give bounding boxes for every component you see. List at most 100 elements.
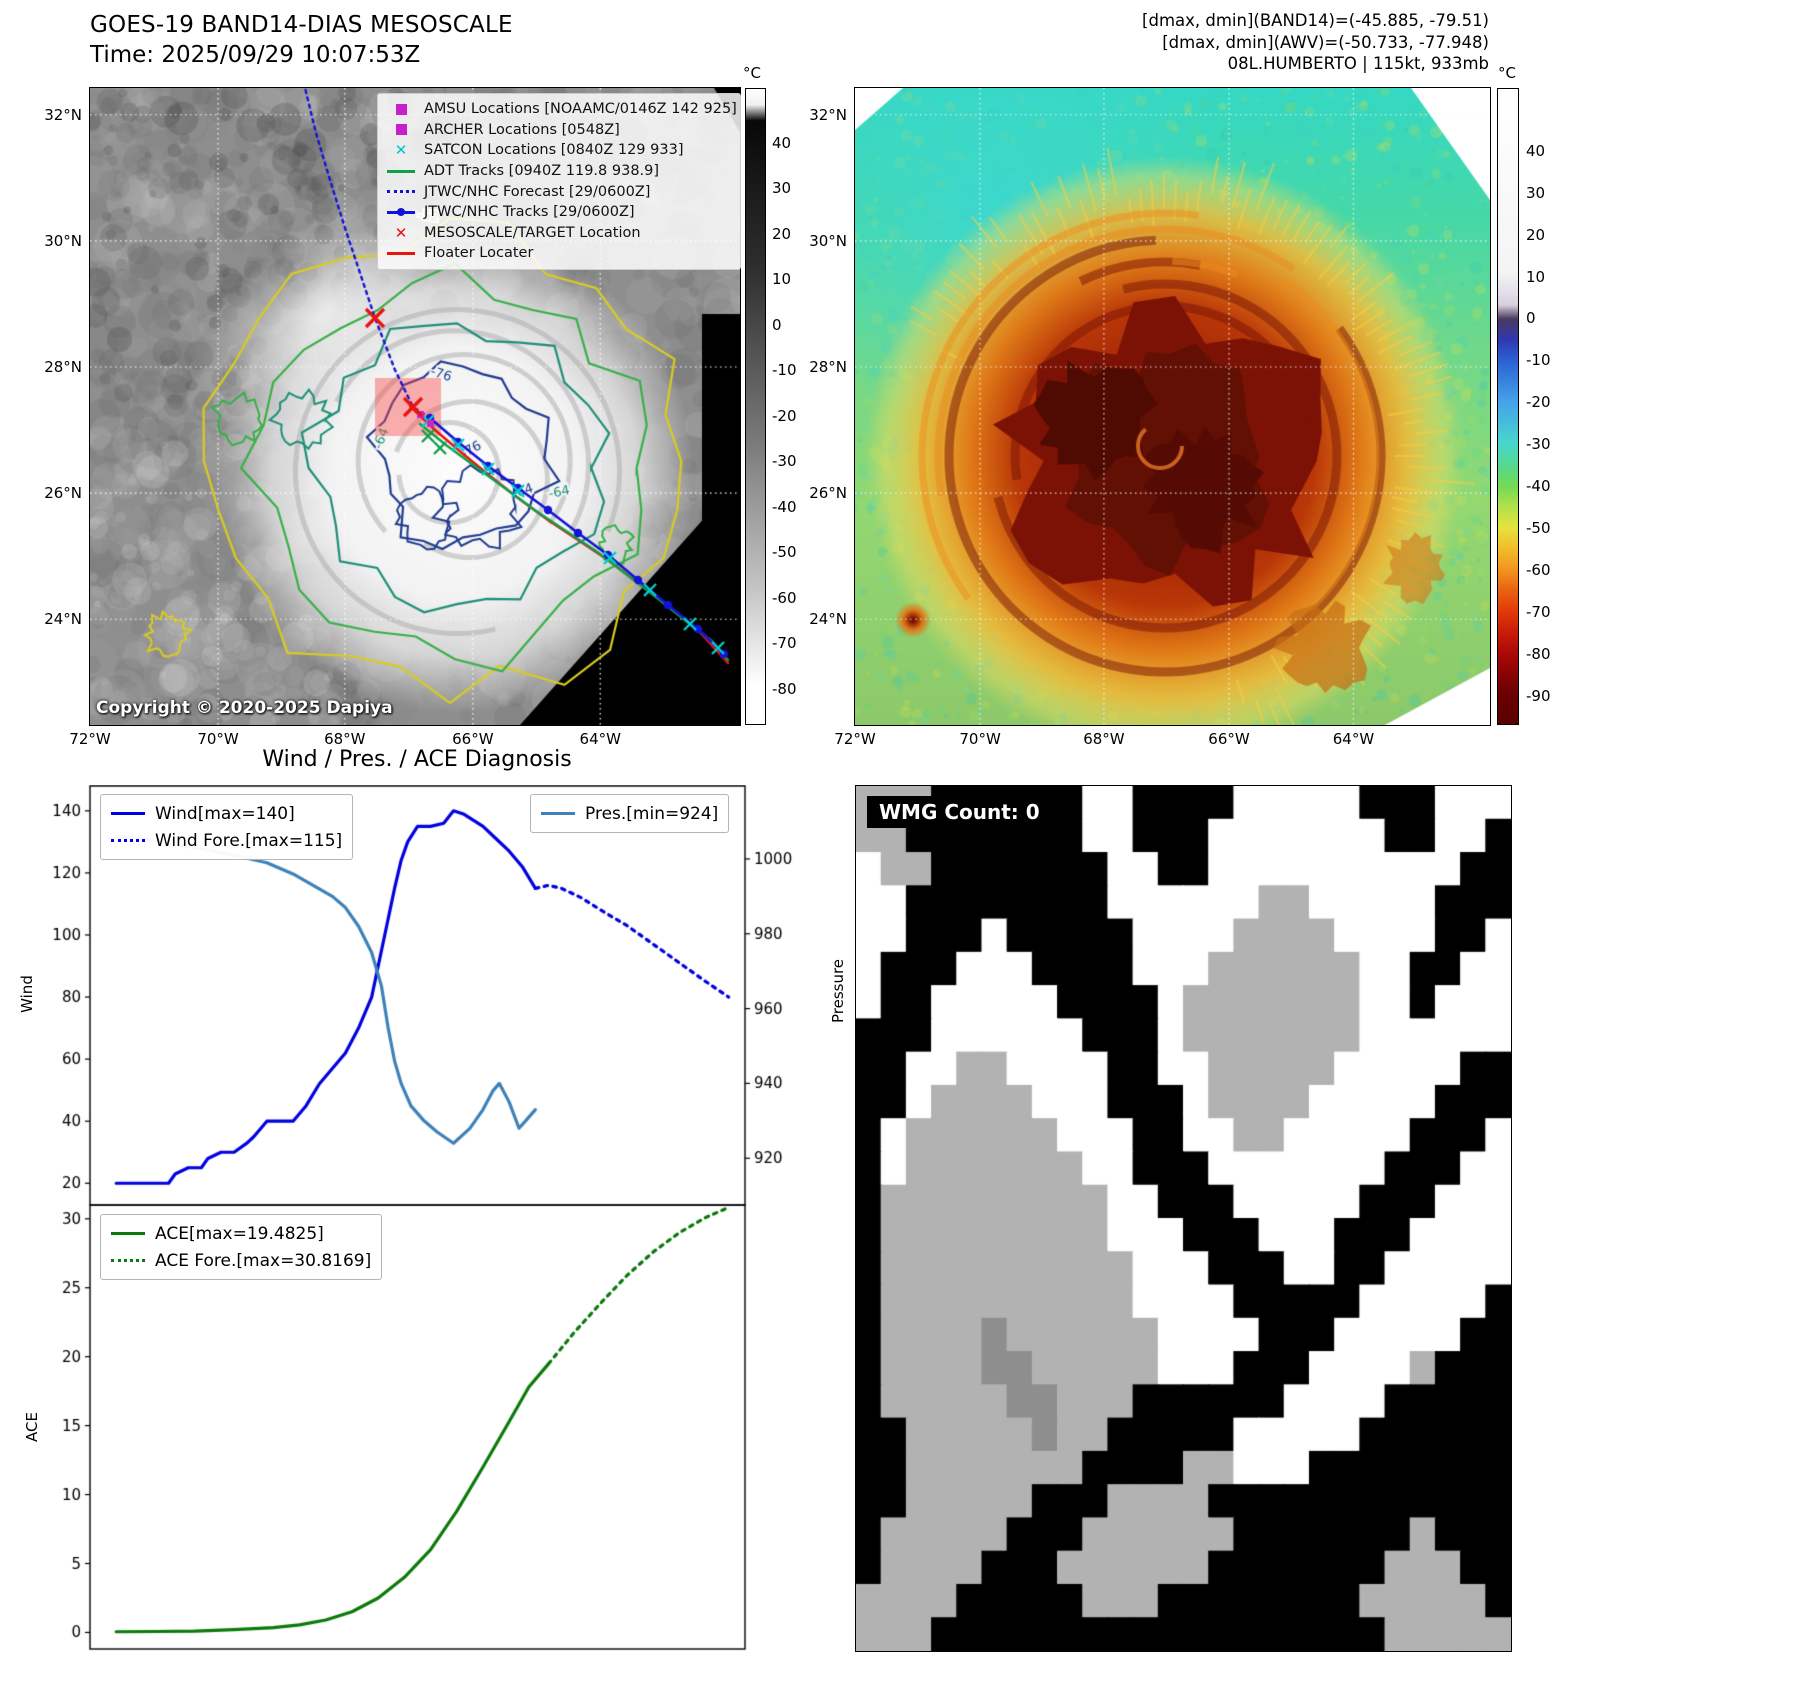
wind-fore-legend-label: Wind Fore.[max=115] bbox=[155, 830, 343, 851]
x-marker-icon: ✕ bbox=[394, 141, 408, 160]
awv-colorbar-tick: 40 bbox=[1526, 141, 1546, 160]
legend-item: JTWC/NHC Forecast [29/0600Z] bbox=[386, 181, 732, 202]
line-marker-icon bbox=[386, 163, 416, 179]
square-marker-icon bbox=[386, 122, 416, 138]
awv-colorbar-tick: -90 bbox=[1526, 686, 1551, 705]
legend-item-label: JTWC/NHC Forecast [29/0600Z] bbox=[424, 183, 651, 200]
legend-item-label: SATCON Locations [0840Z 129 933] bbox=[424, 142, 684, 159]
wind-legend: Wind[max=140] Wind Fore.[max=115] bbox=[100, 794, 354, 860]
band14-lat-tick: 26°N bbox=[44, 484, 82, 503]
ace-fore-legend-label: ACE Fore.[max=30.8169] bbox=[155, 1250, 372, 1271]
awv-colorbar-tick: -80 bbox=[1526, 644, 1551, 663]
pressure-legend-label: Pres.[min=924] bbox=[585, 803, 719, 824]
wmg-count-map bbox=[855, 785, 1512, 1652]
awv-header-block: [dmax, dmin](BAND14)=(-45.885, -79.51) [… bbox=[855, 10, 1489, 75]
wind-fore-legend-row: Wind Fore.[max=115] bbox=[111, 827, 342, 854]
ace-line-icon bbox=[111, 1232, 145, 1235]
band14-colorbar-tick: -50 bbox=[772, 543, 797, 562]
wind-legend-row: Wind[max=140] bbox=[111, 800, 342, 827]
ace-legend: ACE[max=19.4825] ACE Fore.[max=30.8169] bbox=[100, 1214, 383, 1280]
awv-colorbar-tick: -50 bbox=[1526, 519, 1551, 538]
awv-colorbar-tick: 0 bbox=[1526, 309, 1536, 328]
awv-lon-tick: 70°W bbox=[959, 730, 1001, 748]
ace-fore-dotted-line-icon bbox=[111, 1259, 145, 1262]
legend-item: ✕ SATCON Locations [0840Z 129 933] bbox=[386, 140, 732, 161]
band14-colorbar-tick: 20 bbox=[772, 224, 792, 243]
copyright-watermark: Copyright © 2020-2025 Dapiya bbox=[96, 698, 393, 718]
awv-colorbar bbox=[1497, 88, 1519, 725]
band14-colorbar-tick: -80 bbox=[772, 679, 797, 698]
band14-lon-tick: 64°W bbox=[579, 730, 621, 748]
awv-dmax-dmin-text: [dmax, dmin](AWV)=(-50.733, -77.948) bbox=[1162, 32, 1489, 52]
awv-colorbar-tick: -10 bbox=[1526, 351, 1551, 370]
awv-colorbar-unit: °C bbox=[1498, 64, 1516, 82]
legend-item-label: Floater Locater bbox=[424, 245, 534, 262]
legend-item-label: ARCHER Locations [0548Z] bbox=[424, 121, 620, 138]
awv-colorbar-tick: 20 bbox=[1526, 225, 1546, 244]
band14-colorbar-tick: -20 bbox=[772, 406, 797, 425]
legend-item-label: JTWC/NHC Tracks [29/0600Z] bbox=[424, 204, 635, 221]
band14-colorbar-tick: 10 bbox=[772, 270, 792, 289]
band14-colorbar-tick: 30 bbox=[772, 179, 792, 198]
awv-lat-tick: 26°N bbox=[809, 484, 847, 503]
legend-item: ✕ MESOSCALE/TARGET Location bbox=[386, 223, 732, 244]
x-marker-icon: ✕ bbox=[394, 223, 408, 242]
band14-lon-tick: 68°W bbox=[324, 730, 366, 748]
band14-colorbar-unit: °C bbox=[743, 64, 761, 82]
band14-lon-tick: 66°W bbox=[452, 730, 494, 748]
band14-lon-tick: 72°W bbox=[69, 730, 111, 748]
ace-axis-label: ACE bbox=[23, 1412, 41, 1442]
awv-colorbar-tick: -70 bbox=[1526, 602, 1551, 621]
line-dot-marker-icon bbox=[386, 204, 416, 220]
legend-item: JTWC/NHC Tracks [29/0600Z] bbox=[386, 202, 732, 223]
ace-legend-row: ACE[max=19.4825] bbox=[111, 1220, 371, 1247]
wmg-count-label: WMG Count: 0 bbox=[867, 796, 1052, 828]
band14-lat-tick: 24°N bbox=[44, 610, 82, 629]
legend-item-label: AMSU Locations [NOAAMC/0146Z 142 925] bbox=[424, 101, 737, 118]
awv-lon-tick: 68°W bbox=[1083, 730, 1125, 748]
band14-lon-tick: 70°W bbox=[197, 730, 239, 748]
storm-name-intensity-text: 08L.HUMBERTO | 115kt, 933mb bbox=[1227, 54, 1489, 73]
awv-lat-tick: 32°N bbox=[809, 105, 847, 124]
wind-fore-dotted-line-icon bbox=[111, 839, 145, 842]
awv-satellite-map bbox=[855, 88, 1490, 725]
pressure-line-icon bbox=[541, 812, 575, 815]
wind-axis-label: Wind bbox=[18, 975, 36, 1013]
diagnosis-title: Wind / Pres. / ACE Diagnosis bbox=[262, 747, 572, 772]
legend-item-label: ADT Tracks [0940Z 119.8 938.9] bbox=[424, 163, 660, 180]
awv-lon-tick: 72°W bbox=[834, 730, 876, 748]
awv-lat-tick: 30°N bbox=[809, 231, 847, 250]
band14-colorbar-tick: -30 bbox=[772, 452, 797, 471]
band14-timestamp: Time: 2025/09/29 10:07:53Z bbox=[90, 42, 421, 68]
pressure-legend: Pres.[min=924] bbox=[530, 794, 730, 833]
band14-lat-tick: 32°N bbox=[44, 105, 82, 124]
dotted-marker-icon bbox=[386, 184, 416, 200]
band14-colorbar-tick: -60 bbox=[772, 588, 797, 607]
wind-line-icon bbox=[111, 812, 145, 815]
legend-item: ADT Tracks [0940Z 119.8 938.9] bbox=[386, 161, 732, 182]
legend-item-label: MESOSCALE/TARGET Location bbox=[424, 224, 641, 241]
band14-colorbar-tick: -10 bbox=[772, 361, 797, 380]
band14-colorbar-tick: -70 bbox=[772, 634, 797, 653]
pressure-axis-label: Pressure bbox=[829, 958, 847, 1024]
awv-colorbar-tick: 30 bbox=[1526, 183, 1546, 202]
awv-colorbar-tick: -60 bbox=[1526, 560, 1551, 579]
band14-lat-tick: 30°N bbox=[44, 231, 82, 250]
awv-lon-tick: 64°W bbox=[1332, 730, 1375, 748]
square-marker-icon bbox=[386, 101, 416, 117]
legend-item: AMSU Locations [NOAAMC/0146Z 142 925] bbox=[386, 99, 737, 120]
band14-lat-tick: 28°N bbox=[44, 358, 82, 376]
wind-legend-label: Wind[max=140] bbox=[155, 803, 295, 824]
awv-lat-tick: 24°N bbox=[809, 610, 847, 629]
legend-item: Floater Locater bbox=[386, 243, 732, 264]
awv-colorbar-tick: -20 bbox=[1526, 393, 1551, 412]
band14-title: GOES-19 BAND14-DIAS MESOSCALE bbox=[90, 12, 513, 38]
pressure-legend-row: Pres.[min=924] bbox=[541, 800, 718, 827]
awv-lon-tick: 66°W bbox=[1208, 730, 1250, 748]
band14-colorbar-tick: -40 bbox=[772, 497, 797, 516]
band14-dmax-dmin-text: [dmax, dmin](BAND14)=(-45.885, -79.51) bbox=[1142, 11, 1489, 30]
band14-colorbar-tick: 0 bbox=[772, 315, 782, 334]
awv-colorbar-tick: -40 bbox=[1526, 477, 1551, 496]
band14-map-legend: AMSU Locations [NOAAMC/0146Z 142 925] ARC… bbox=[377, 93, 741, 270]
legend-item: ARCHER Locations [0548Z] bbox=[386, 120, 732, 141]
